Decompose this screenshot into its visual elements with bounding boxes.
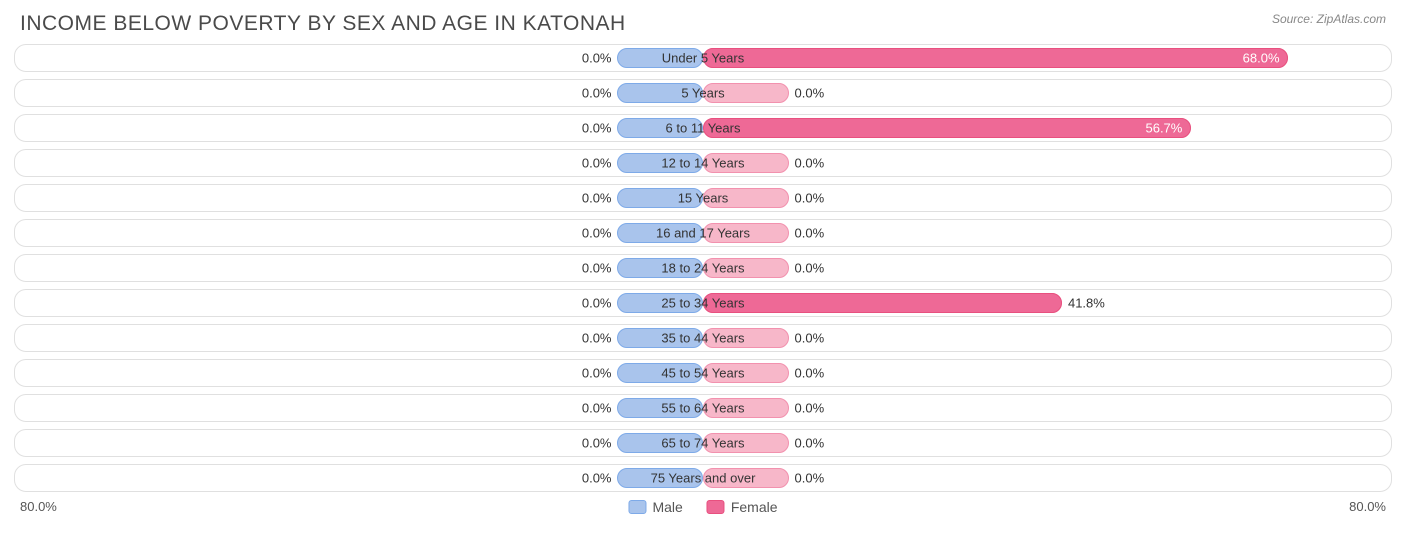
chart-row: 6 to 11 Years 0.0% 56.7% (14, 114, 1392, 142)
chart-row: 45 to 54 Years 0.0% 0.0% (14, 359, 1392, 387)
chart-row: 75 Years and over 0.0% 0.0% (14, 464, 1392, 492)
male-value-label: 0.0% (582, 226, 612, 241)
chart-row: 55 to 64 Years 0.0% 0.0% (14, 394, 1392, 422)
legend: Male Female (628, 499, 777, 515)
female-bar-fill (703, 48, 1288, 68)
category-label: 5 Years (681, 86, 724, 101)
legend-male-label: Male (652, 499, 682, 515)
female-value-label: 0.0% (795, 401, 825, 416)
female-value-label: 41.8% (1068, 296, 1105, 311)
chart-row: 12 to 14 Years 0.0% 0.0% (14, 149, 1392, 177)
male-value-label: 0.0% (582, 366, 612, 381)
chart-row: 15 Years 0.0% 0.0% (14, 184, 1392, 212)
female-bar-fill (703, 118, 1191, 138)
female-value-label: 0.0% (795, 86, 825, 101)
chart-row: 16 and 17 Years 0.0% 0.0% (14, 219, 1392, 247)
category-label: 75 Years and over (651, 471, 756, 486)
male-swatch-icon (628, 500, 646, 514)
female-value-label: 0.0% (795, 471, 825, 486)
category-label: 18 to 24 Years (661, 261, 744, 276)
category-label: 65 to 74 Years (661, 436, 744, 451)
male-value-label: 0.0% (582, 401, 612, 416)
chart-row: 5 Years 0.0% 0.0% (14, 79, 1392, 107)
category-label: Under 5 Years (662, 51, 744, 66)
category-label: 16 and 17 Years (656, 226, 750, 241)
female-value-label: 56.7% (1145, 121, 1182, 136)
male-value-label: 0.0% (582, 121, 612, 136)
male-value-label: 0.0% (582, 471, 612, 486)
male-value-label: 0.0% (582, 86, 612, 101)
chart-row: Under 5 Years 0.0% 68.0% (14, 44, 1392, 72)
category-label: 12 to 14 Years (661, 156, 744, 171)
chart-area: Under 5 Years0.0%68.0%5 Years0.0%0.0%6 t… (0, 44, 1406, 492)
axis-left-label: 80.0% (20, 499, 57, 514)
category-label: 55 to 64 Years (661, 401, 744, 416)
female-swatch-icon (707, 500, 725, 514)
category-label: 6 to 11 Years (666, 121, 741, 136)
female-value-label: 0.0% (795, 436, 825, 451)
male-value-label: 0.0% (582, 296, 612, 311)
female-value-label: 0.0% (795, 156, 825, 171)
chart-row: 65 to 74 Years 0.0% 0.0% (14, 429, 1392, 457)
female-value-label: 0.0% (795, 191, 825, 206)
chart-row: 18 to 24 Years 0.0% 0.0% (14, 254, 1392, 282)
legend-item-male: Male (628, 499, 682, 515)
male-value-label: 0.0% (582, 156, 612, 171)
legend-item-female: Female (707, 499, 778, 515)
axis-row: 80.0% Male Female 80.0% (0, 499, 1406, 514)
male-value-label: 0.0% (582, 436, 612, 451)
chart-row: 25 to 34 Years 0.0% 41.8% (14, 289, 1392, 317)
female-value-label: 0.0% (795, 331, 825, 346)
female-value-label: 0.0% (795, 226, 825, 241)
chart-row: 35 to 44 Years 0.0% 0.0% (14, 324, 1392, 352)
category-label: 15 Years (678, 191, 729, 206)
category-label: 25 to 34 Years (661, 296, 744, 311)
source-attribution: Source: ZipAtlas.com (1272, 12, 1386, 26)
category-label: 35 to 44 Years (661, 331, 744, 346)
axis-right-label: 80.0% (1349, 499, 1386, 514)
legend-female-label: Female (731, 499, 778, 515)
category-label: 45 to 54 Years (661, 366, 744, 381)
male-value-label: 0.0% (582, 191, 612, 206)
male-value-label: 0.0% (582, 331, 612, 346)
male-value-label: 0.0% (582, 51, 612, 66)
female-value-label: 68.0% (1243, 51, 1280, 66)
female-value-label: 0.0% (795, 261, 825, 276)
chart-title: INCOME BELOW POVERTY BY SEX AND AGE IN K… (20, 12, 626, 36)
male-value-label: 0.0% (582, 261, 612, 276)
female-bar-fill (703, 293, 1062, 313)
female-value-label: 0.0% (795, 366, 825, 381)
